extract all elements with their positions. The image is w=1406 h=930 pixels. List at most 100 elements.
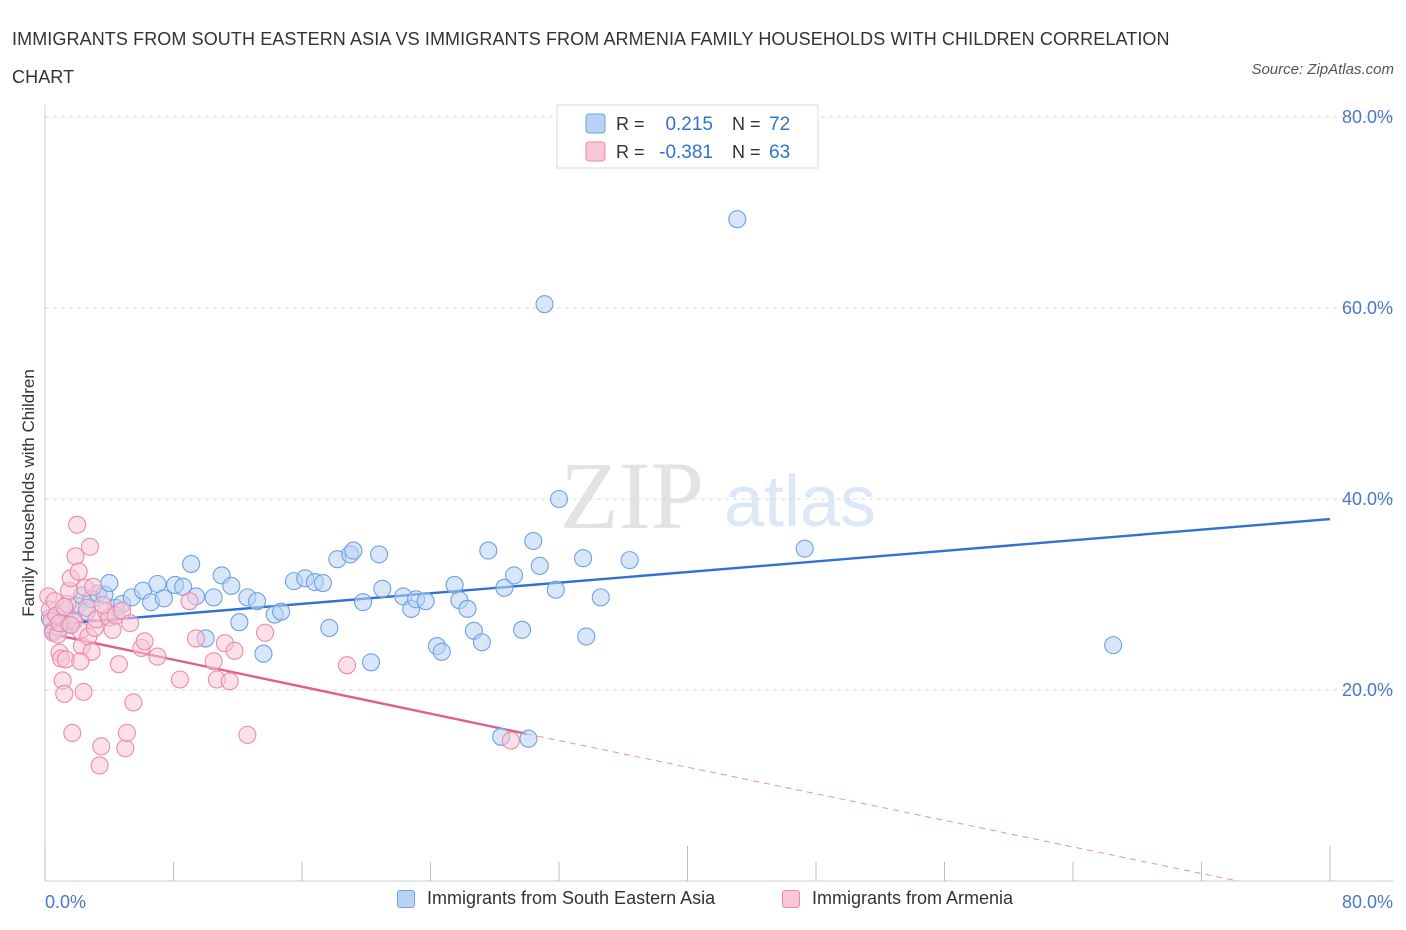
point-armenia (71, 652, 90, 671)
point-armenia (186, 629, 206, 648)
point-south-eastern-asia (458, 599, 477, 618)
y-tick-label: 20.0% (1342, 680, 1393, 700)
point-armenia (238, 725, 257, 744)
stats-blue-swatch (585, 113, 606, 134)
stats-blue-n-value: 72 (769, 114, 790, 135)
point-south-eastern-asia (313, 573, 332, 593)
point-armenia (80, 537, 100, 556)
point-armenia (55, 597, 74, 616)
point-armenia (84, 577, 103, 596)
point-armenia (501, 731, 520, 750)
stats-pink-r-value: -0.381 (659, 142, 713, 163)
stats-blue-n-label: N = (732, 114, 761, 134)
y-tick-label: 60.0% (1342, 298, 1393, 318)
point-armenia (69, 562, 88, 581)
point-armenia (225, 641, 244, 660)
trend-line-armenia (44, 631, 528, 736)
legend-item-armenia[interactable]: Immigrants from Armenia (782, 888, 1013, 909)
point-south-eastern-asia (344, 541, 363, 560)
point-south-eastern-asia (100, 573, 119, 593)
point-south-eastern-asia (254, 644, 273, 663)
point-south-eastern-asia (373, 579, 392, 598)
point-south-eastern-asia (546, 580, 565, 599)
point-south-eastern-asia (795, 539, 814, 558)
point-armenia (180, 592, 199, 611)
point-south-eastern-asia (247, 592, 267, 611)
data-points (39, 210, 1123, 775)
point-south-eastern-asia (535, 295, 554, 314)
point-armenia (337, 656, 357, 675)
point-south-eastern-asia (530, 556, 549, 575)
point-south-eastern-asia (416, 592, 435, 611)
y-tick-label: 80.0% (1342, 107, 1393, 127)
source-note: Source: ZipAtlas.com (1251, 61, 1394, 78)
point-south-eastern-asia (591, 588, 610, 607)
y-axis-label: Family Households with Children (19, 369, 38, 617)
y-tick-label: 40.0% (1342, 489, 1393, 509)
point-south-eastern-asia (524, 531, 543, 551)
point-armenia (204, 652, 223, 671)
legend-blue-swatch (397, 889, 415, 908)
point-south-eastern-asia (479, 541, 498, 560)
point-armenia (148, 647, 167, 666)
point-armenia (61, 616, 80, 635)
point-armenia (74, 682, 93, 701)
point-armenia (92, 737, 111, 756)
legend-blue-label: Immigrants from South Eastern Asia (427, 888, 716, 908)
point-armenia (121, 614, 140, 633)
point-armenia (220, 672, 239, 691)
point-south-eastern-asia (495, 578, 514, 597)
point-south-eastern-asia (504, 566, 524, 585)
point-armenia (124, 693, 143, 712)
point-south-eastern-asia (272, 602, 291, 621)
axes (44, 105, 1393, 882)
point-south-eastern-asia (445, 575, 464, 595)
point-south-eastern-asia (1104, 636, 1123, 655)
point-armenia (109, 655, 128, 674)
stats-blue-r-label: R = (616, 114, 645, 134)
point-armenia (117, 723, 136, 743)
point-south-eastern-asia (519, 729, 538, 748)
point-south-eastern-asia (513, 620, 532, 639)
point-south-eastern-asia (577, 627, 596, 646)
point-south-eastern-asia (353, 593, 373, 612)
watermark-atlas: atlas (724, 462, 876, 542)
point-south-eastern-asia (370, 545, 389, 564)
point-south-eastern-asia (432, 642, 451, 661)
point-armenia (68, 515, 87, 534)
stats-blue-r-value: 0.215 (665, 114, 713, 135)
point-south-eastern-asia (574, 549, 593, 568)
point-armenia (256, 623, 275, 642)
point-armenia (90, 756, 109, 775)
x-tick-label: 80.0% (1342, 892, 1393, 912)
point-armenia (116, 739, 135, 758)
stats-box: R = 0.215 N = 72 R = -0.381 N = 63 (556, 104, 819, 169)
point-south-eastern-asia (182, 554, 201, 573)
point-south-eastern-asia (230, 613, 249, 632)
tick-labels: 20.0% 40.0% 60.0% 80.0% 0.0% 80.0% (45, 107, 1393, 912)
point-armenia (135, 632, 154, 651)
stats-pink-n-label: N = (732, 142, 761, 162)
point-south-eastern-asia (154, 589, 173, 608)
point-south-eastern-asia (620, 551, 639, 570)
stats-pink-n-value: 63 (769, 142, 790, 163)
point-south-eastern-asia (472, 633, 491, 652)
point-armenia (93, 595, 112, 615)
legend-item-south-eastern-asia[interactable]: Immigrants from South Eastern Asia (397, 888, 715, 909)
stats-pink-swatch (585, 141, 606, 162)
point-armenia (55, 684, 74, 703)
trend-line-armenia-extension (526, 733, 1238, 882)
point-south-eastern-asia (362, 653, 381, 672)
point-south-eastern-asia (728, 210, 747, 229)
point-south-eastern-asia (222, 576, 241, 595)
point-armenia (170, 670, 189, 689)
chart-title: IMMIGRANTS FROM SOUTH EASTERN ASIA VS IM… (12, 29, 1170, 87)
legend-pink-label: Immigrants from Armenia (812, 888, 1014, 908)
trend-lines (44, 517, 1331, 882)
point-south-eastern-asia (204, 588, 223, 607)
x-tick-label: 0.0% (45, 892, 86, 912)
stats-pink-r-label: R = (616, 142, 645, 162)
point-south-eastern-asia (549, 489, 569, 509)
point-armenia (63, 723, 82, 743)
